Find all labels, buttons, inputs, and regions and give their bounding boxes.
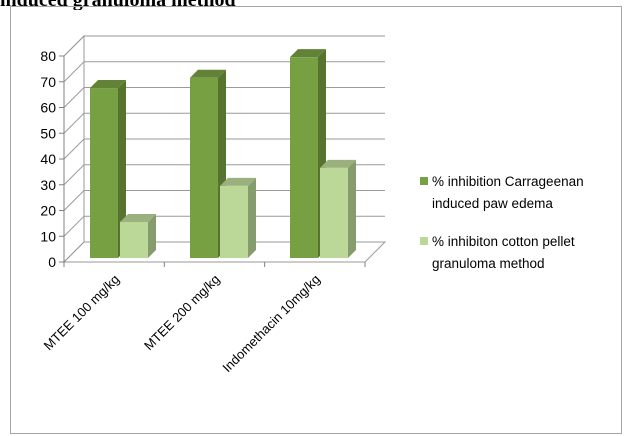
y-tick-label: 50 [40,125,56,141]
y-tick-label: 40 [40,151,56,167]
x-category-label: Indomethacin 10mg/kg [219,272,323,376]
legend-label: % inhibiton cotton pellet [432,234,575,249]
bar-side [348,159,356,258]
legend-swatch [420,237,428,245]
bar-side [148,213,156,258]
x-category-label: MTEE 200 mg/kg [141,272,223,354]
gridline [63,61,385,83]
bar [90,88,118,258]
legend-label: % inhibition Carrageenan [432,174,584,189]
legend-label: induced paw edema [432,196,553,211]
gridline [63,190,385,211]
bar-top [190,69,226,78]
bar-side [118,80,126,258]
gridline [63,164,385,186]
bar [290,57,318,259]
bar [190,77,218,258]
bar-top [90,80,126,89]
y-tick-label: 80 [40,48,56,64]
chart-frame [10,6,622,434]
legend-swatch [420,177,428,185]
gridline [63,138,385,160]
gridline [63,112,385,134]
page-heading: induced granuloma method [0,0,626,10]
bar-top [120,213,156,222]
x-category-label: MTEE 100 mg/kg [41,272,123,354]
y-tick-label: 0 [48,254,56,270]
bar [320,167,348,258]
legend-label: granuloma method [432,256,545,271]
gridline [63,87,385,108]
gridline [63,35,385,57]
y-tick-label: 70 [40,74,56,90]
bar-top [290,49,326,58]
bar-side [248,177,256,258]
y-tick-label: 10 [40,228,56,244]
bar [220,185,248,258]
bar-top [220,177,256,186]
bar-top [320,159,356,168]
y-tick-label: 20 [40,203,56,219]
y-tick-label: 30 [40,177,56,193]
bar [120,221,148,258]
gridline [63,215,385,237]
y-tick-label: 60 [40,100,56,116]
